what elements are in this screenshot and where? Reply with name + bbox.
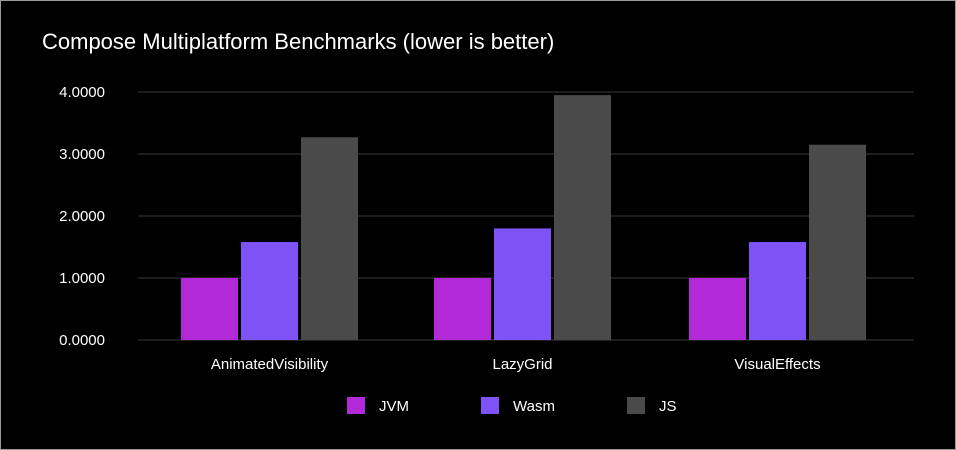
y-tick-label: 3.0000 [59,146,105,163]
bar-jvm-visualeffects [689,278,746,340]
bar-jvm-animatedvisibility [181,278,238,340]
y-axis-ticks: 0.0000 1.0000 2.0000 3.0000 4.0000 [59,84,105,349]
y-tick-label: 2.0000 [59,208,105,225]
bar-jvm-lazygrid [434,278,491,340]
bar-wasm-visualeffects [749,242,806,340]
bar-js-animatedvisibility [301,137,358,340]
y-tick-label: 4.0000 [59,84,105,101]
x-category-label: VisualEffects [734,356,820,373]
legend-swatch-js [627,397,645,414]
legend-label-wasm: Wasm [513,398,555,415]
bar-js-lazygrid [554,95,611,340]
legend-label-js: JS [659,398,677,415]
y-tick-label: 0.0000 [59,332,105,349]
bar-wasm-animatedvisibility [241,242,298,340]
bar-js-visualeffects [809,144,866,340]
bar-wasm-lazygrid [494,228,551,340]
chart-title: Compose Multiplatform Benchmarks (lower … [42,29,555,54]
bars [181,95,866,340]
x-category-label: AnimatedVisibility [211,356,329,373]
x-category-label: LazyGrid [492,356,552,373]
legend-swatch-wasm [481,397,499,414]
y-tick-label: 1.0000 [59,270,105,287]
legend-swatch-jvm [347,397,365,414]
x-axis-categories: AnimatedVisibility LazyGrid VisualEffects [211,356,821,373]
legend-label-jvm: JVM [379,398,409,415]
legend: JVM Wasm JS [347,397,677,415]
